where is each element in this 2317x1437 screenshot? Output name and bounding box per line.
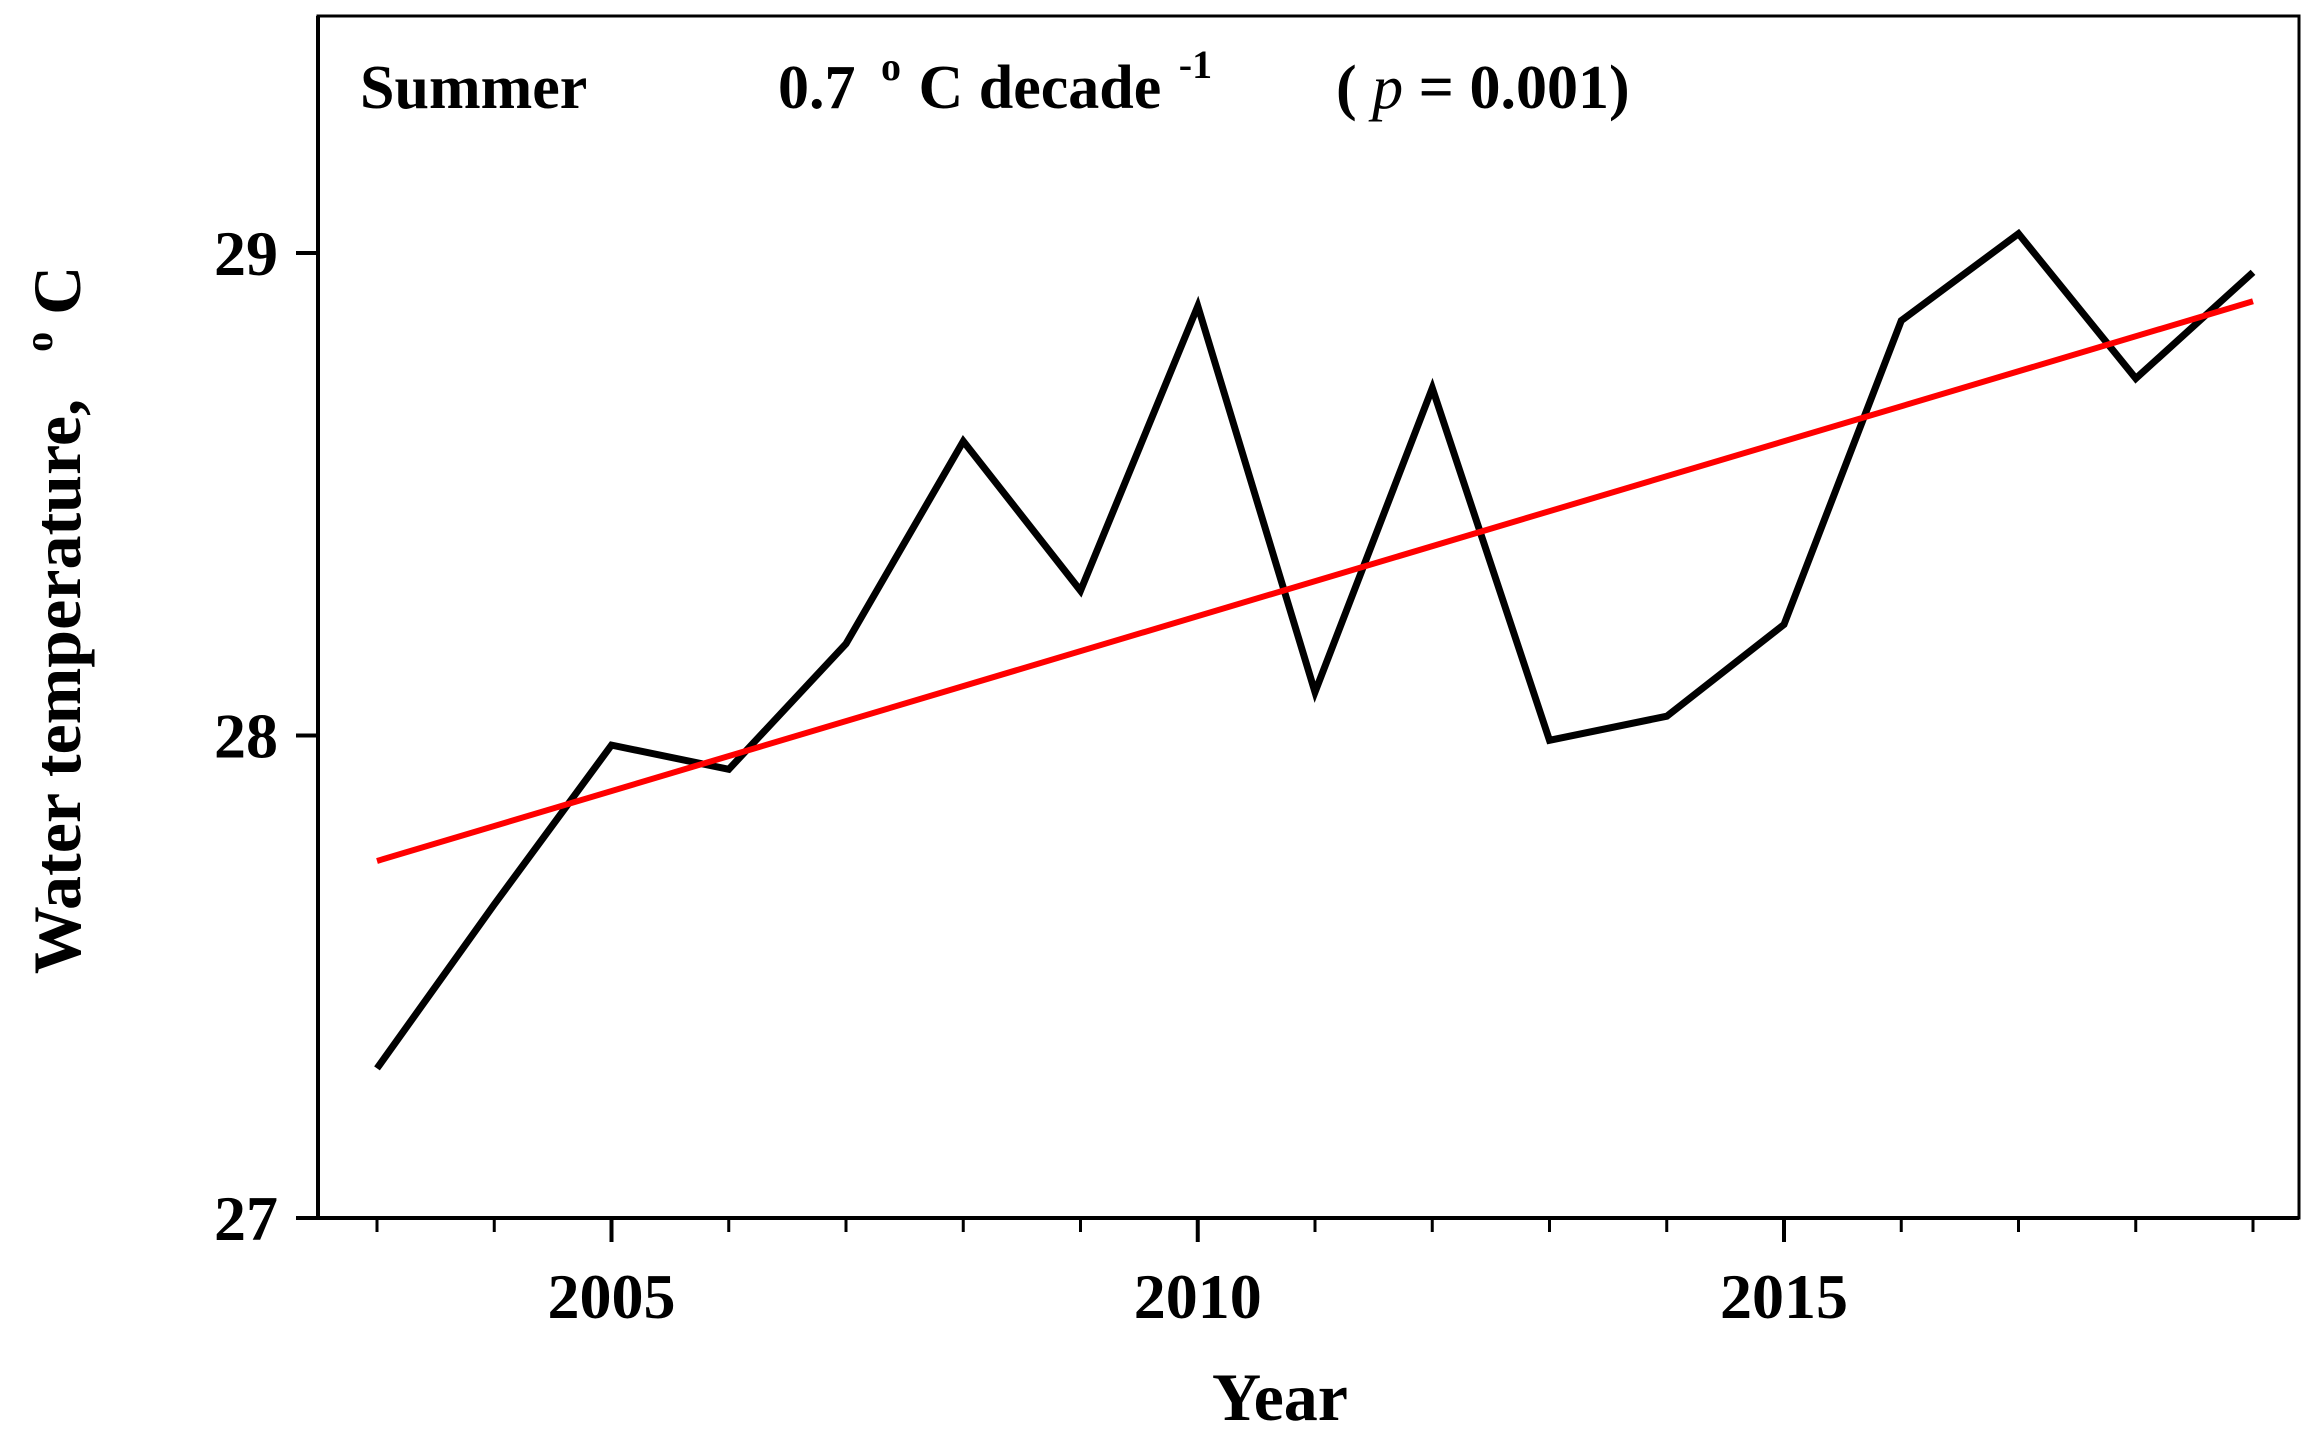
x-axis-title: Year	[1212, 1359, 1348, 1435]
plot-frame	[316, 14, 2301, 1220]
x-tick-label-2010: 2010	[1134, 1261, 1262, 1332]
y-axis-unit-degree: o	[16, 332, 61, 352]
p-value: = 0.001)	[1419, 54, 1630, 122]
y-tick-label-29: 29	[214, 218, 278, 289]
rate-exponent: -1	[1179, 42, 1212, 87]
y-axis-title: Water temperature, o C	[0, 266, 95, 974]
p-symbol: p	[1368, 54, 1403, 122]
p-open: (	[1336, 54, 1357, 122]
rate-degree: o	[881, 44, 901, 89]
x-tick-label-2005: 2005	[548, 1261, 676, 1332]
y-axis-title-text: Water temperature,	[19, 399, 95, 974]
series-layer	[374, 228, 2256, 1071]
y-axis-unit: C	[19, 266, 95, 315]
rate-unit: C decade	[919, 54, 1162, 122]
y-tick-label-27: 27	[214, 1183, 278, 1254]
season-label: Summer	[360, 54, 587, 122]
rate-value: 0.7	[778, 54, 856, 122]
y-ticks: 27 28 29	[214, 218, 318, 1254]
x-ticks: 2005 2010 2015	[375, 1218, 2255, 1332]
x-tick-label-2015: 2015	[1720, 1261, 1848, 1332]
series-line-water-temperature	[374, 228, 2256, 1071]
annotation-text: Summer 0.7 o C decade -1 ( p = 0.001)	[360, 24, 1630, 122]
trend-line	[376, 298, 2254, 864]
y-tick-label-28: 28	[214, 701, 278, 772]
